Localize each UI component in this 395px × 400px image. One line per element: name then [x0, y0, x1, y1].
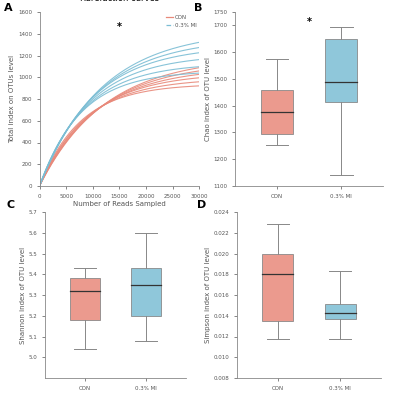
Text: A: A	[4, 3, 13, 13]
Title: Rarefaction curves: Rarefaction curves	[80, 0, 159, 3]
Y-axis label: Simpson index of OTU level: Simpson index of OTU level	[205, 247, 211, 343]
Legend: CON, 0.3% MI: CON, 0.3% MI	[166, 15, 197, 28]
X-axis label: Number of Reads Sampled: Number of Reads Sampled	[73, 202, 166, 208]
Bar	[262, 254, 293, 321]
Bar	[325, 39, 357, 102]
Text: C: C	[6, 200, 14, 210]
Bar	[131, 268, 161, 316]
Bar	[261, 90, 293, 134]
Text: *: *	[117, 22, 122, 32]
Text: B: B	[194, 3, 202, 13]
Text: *: *	[307, 17, 312, 27]
Y-axis label: Chao index of OTU level: Chao index of OTU level	[205, 57, 211, 141]
Bar	[325, 304, 356, 319]
Text: D: D	[197, 200, 206, 210]
Bar	[70, 278, 100, 320]
Y-axis label: Total index on OTUs level: Total index on OTUs level	[9, 55, 15, 143]
Y-axis label: Shannon index of OTU level: Shannon index of OTU level	[20, 246, 26, 344]
